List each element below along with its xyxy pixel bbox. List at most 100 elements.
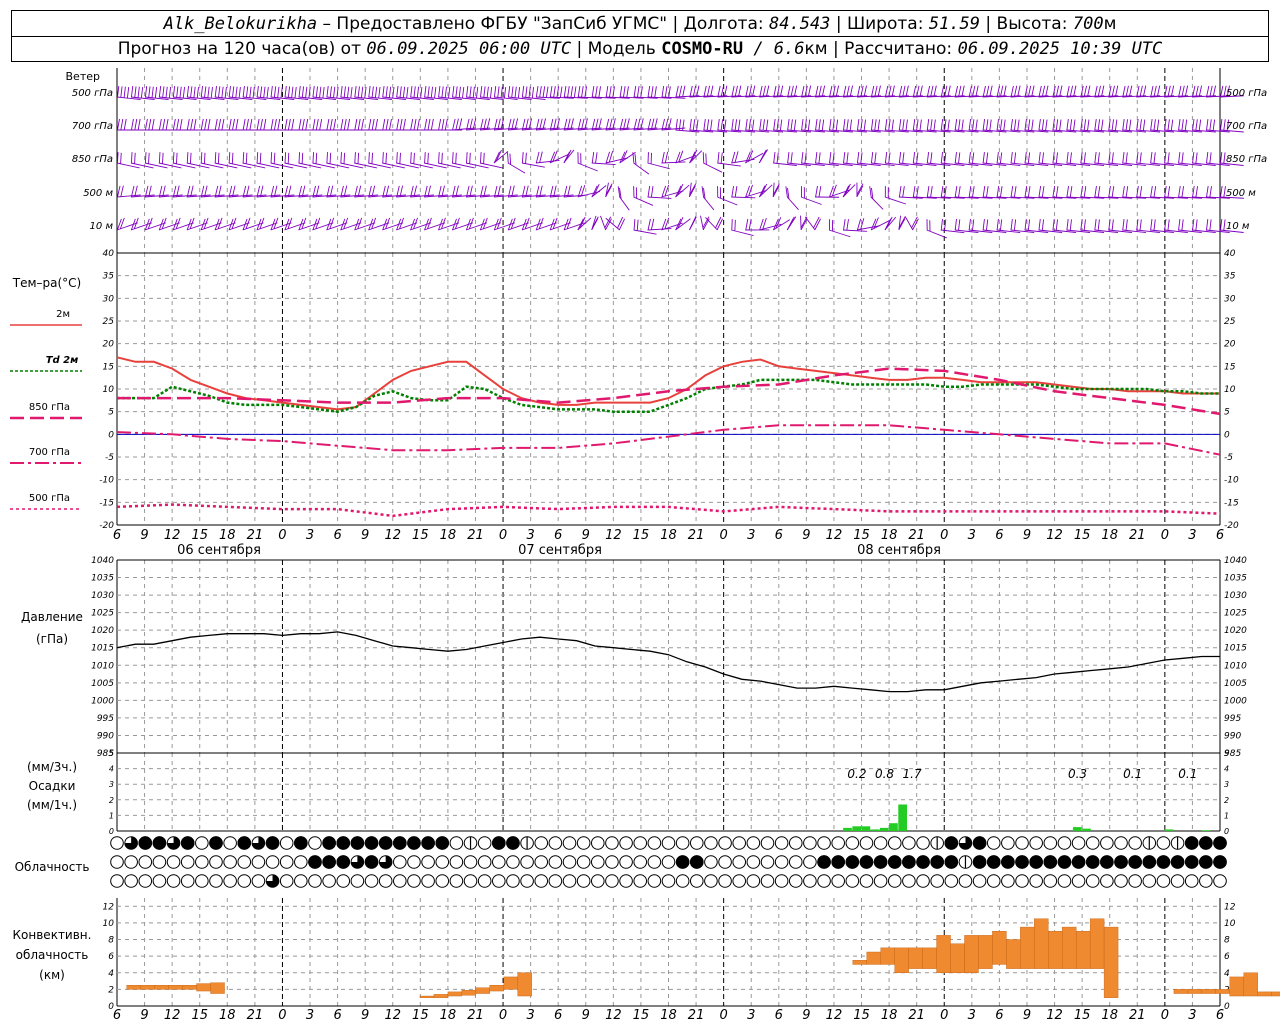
- cloud-circle: [605, 874, 619, 888]
- x-tick-label: 6: [1216, 528, 1224, 543]
- cloud-circle: [774, 836, 789, 850]
- wind-barb: [968, 218, 993, 233]
- barb-flag: [438, 218, 443, 231]
- barb-flag: [427, 118, 431, 131]
- cloud-circle: [378, 874, 393, 888]
- barb-flag: [605, 118, 610, 131]
- barb-flag: [273, 152, 276, 164]
- wind-barb: [340, 185, 365, 198]
- y-tick-label-left: 20: [103, 340, 115, 350]
- barb-flag: [1122, 185, 1125, 198]
- barb-flag: [466, 118, 470, 131]
- x-tick-label: 9: [1023, 528, 1031, 543]
- barb-flag: [144, 118, 148, 131]
- wind-barb: [312, 85, 337, 100]
- barb-flag: [1101, 85, 1105, 97]
- barb-flag: [123, 86, 126, 98]
- wind-barb: [1150, 185, 1175, 199]
- barb-flag: [842, 185, 850, 197]
- x-tick-label: 6: [775, 1008, 783, 1023]
- wind-barb: [1164, 185, 1189, 199]
- wind-barb: [856, 182, 864, 198]
- barb-flag: [549, 118, 554, 131]
- barb-flag: [1226, 85, 1230, 97]
- wind-barb: [1066, 151, 1091, 166]
- cloud-circle: [1001, 874, 1015, 888]
- wind-barb: [884, 216, 897, 231]
- barb-flag: [238, 87, 241, 99]
- barb-flag: [592, 216, 599, 228]
- barb-flag: [617, 186, 621, 198]
- x-tick-label: 12: [164, 1008, 181, 1023]
- cloud-circle: [237, 874, 252, 888]
- cloud-cell: [294, 855, 308, 869]
- barb-flag: [214, 185, 219, 198]
- wind-barb: [200, 152, 224, 169]
- cloud-cell: [1043, 874, 1058, 888]
- barb-flag: [815, 151, 818, 164]
- y-tick-label-right: 15: [1224, 362, 1236, 372]
- cloud-circle: [463, 874, 478, 888]
- wind-barb: [396, 118, 421, 131]
- barb-shaft: [870, 196, 884, 210]
- barb-flag: [448, 87, 451, 99]
- barb-flag: [891, 85, 895, 97]
- conv-bar: [1201, 989, 1217, 994]
- wind-barb: [479, 85, 504, 100]
- cloud-circle: [1085, 874, 1100, 888]
- barb-flag: [1136, 218, 1139, 231]
- barb-flag: [1052, 218, 1055, 231]
- cloud-cell: [279, 836, 294, 850]
- barb-flag: [126, 87, 130, 99]
- barb-flag: [886, 216, 893, 229]
- wind-barb: [647, 185, 672, 199]
- cloud-cell: [1156, 874, 1171, 888]
- barb-flag: [902, 85, 906, 97]
- barb-flag: [692, 119, 696, 131]
- barb-flag: [682, 119, 685, 131]
- barb-flag: [301, 152, 304, 164]
- wind-barb: [130, 152, 154, 169]
- x-tick-label: 12: [1046, 1008, 1063, 1023]
- barb-flag: [831, 184, 837, 197]
- wind-barb: [312, 217, 334, 231]
- wind-barb: [675, 85, 700, 98]
- cloud-circle: [831, 836, 845, 850]
- barb-flag: [1038, 85, 1042, 98]
- barb-flag: [912, 85, 917, 98]
- y-tick-label-right: 4: [1224, 969, 1230, 979]
- barb-flag: [1178, 151, 1181, 164]
- barb-flag: [368, 152, 370, 164]
- conv-bar: [1257, 991, 1272, 997]
- cloud-cell: [322, 855, 336, 869]
- cloud-cell: [873, 874, 888, 888]
- barb-flag: [396, 152, 398, 164]
- wind-barb: [507, 152, 526, 174]
- barb-flag: [1097, 85, 1101, 97]
- barb-flag: [483, 185, 487, 197]
- wind-barb: [577, 152, 598, 172]
- barb-flag: [958, 119, 961, 131]
- cloud-circle: [477, 855, 492, 869]
- barb-flag: [1066, 218, 1069, 231]
- barb-flag: [1094, 185, 1097, 198]
- barb-flag: [1220, 151, 1223, 164]
- cloud-cell: [619, 874, 633, 888]
- conv-bar: [1229, 976, 1244, 997]
- barb-flag: [898, 118, 902, 131]
- barb-flag: [1212, 119, 1216, 131]
- barb-flag: [640, 86, 643, 98]
- wind-barb: [731, 185, 756, 199]
- barb-flag: [329, 86, 332, 98]
- barb-flag: [829, 118, 832, 131]
- barb-flag: [982, 218, 985, 231]
- cloud-cell: [760, 874, 775, 888]
- barb-flag: [1111, 219, 1114, 231]
- legend-label: Td 2м: [46, 355, 79, 366]
- barb-flag: [745, 118, 748, 131]
- wind-barb: [172, 217, 194, 231]
- barb-flag: [468, 217, 474, 230]
- barb-flag: [371, 118, 375, 131]
- barb-flag: [1115, 85, 1119, 97]
- wind-barb: [256, 185, 281, 198]
